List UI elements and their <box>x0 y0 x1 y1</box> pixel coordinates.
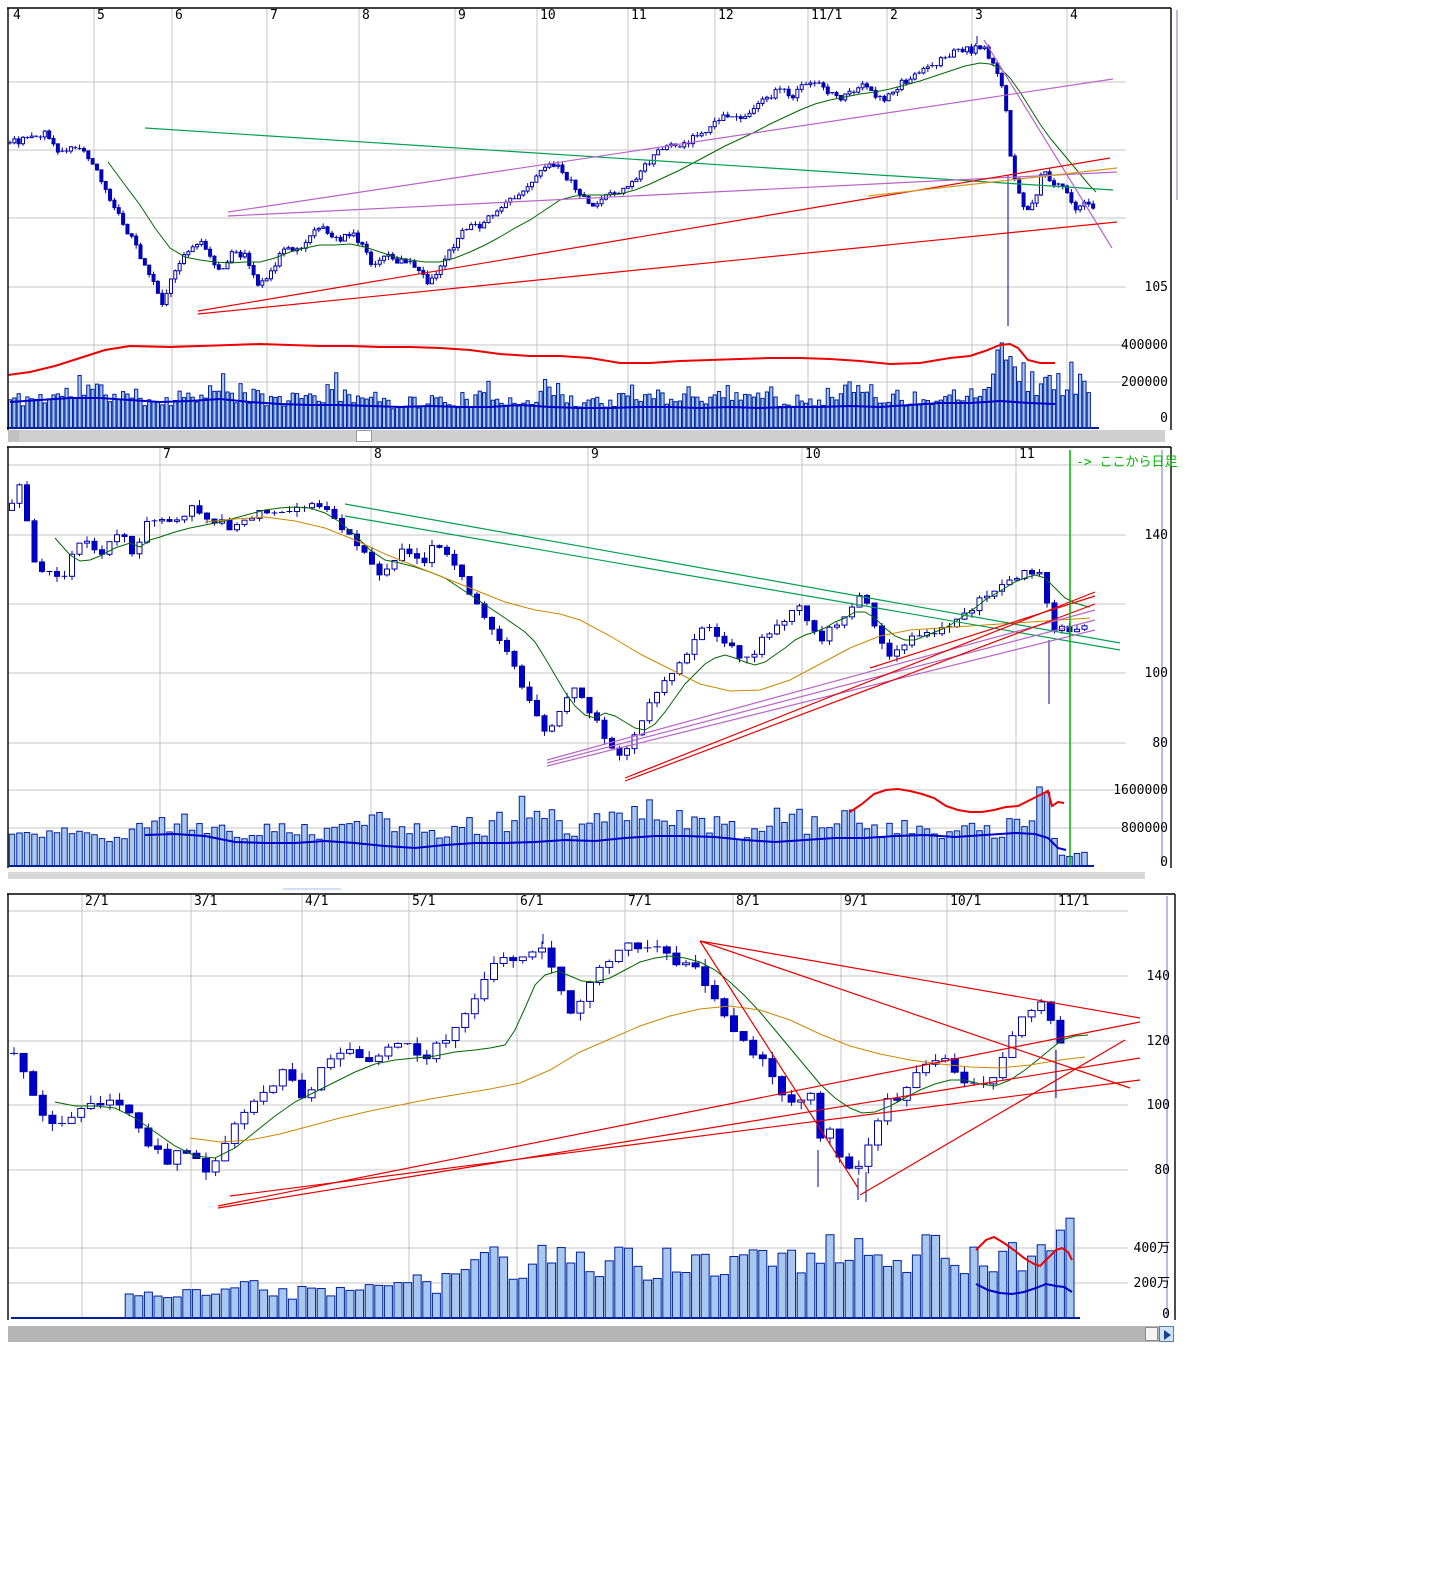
top-weekly-chart-x-tick-label: 12 <box>718 8 734 23</box>
middle-daily-chart-x-tick-label: 9 <box>591 447 599 462</box>
middle-daily-chart-group: 7 8 9 10 11 140 100 80 1600000 800000 0 <box>7 446 1172 870</box>
bottom-daily-chart-volume-ma-blue <box>975 1282 1073 1296</box>
bottom-daily-chart-y-tick-label: 100 <box>1147 1098 1170 1113</box>
top-weekly-chart-x-tick-label: 3 <box>975 8 983 23</box>
top-weekly-chart-group: 4 5 6 7 8 9 10 11 12 11/1 2 3 4 105 400000 200000 0 <box>7 7 1178 430</box>
top-weekly-chart-x-tick-label: 11 <box>631 8 647 23</box>
bottom-daily-chart-volume-bars <box>11 1217 1080 1319</box>
bottom-daily-chart-x-tick-label: 6/1 <box>520 894 543 909</box>
middle-daily-chart-x-tick-label: 8 <box>374 447 382 462</box>
bottom-daily-chart-y-tick-label: 120 <box>1147 1034 1170 1049</box>
middle-chart-scrollbar[interactable] <box>8 872 1145 879</box>
top-weekly-chart-borders <box>7 7 1178 430</box>
top-weekly-chart-x-tick-label: 11/1 <box>811 8 842 23</box>
bottom-daily-chart-x-tick-label: 9/1 <box>844 894 867 909</box>
bottom-daily-chart-x-tick-label: 7/1 <box>628 894 651 909</box>
middle-daily-chart-y-tick-label: 1600000 <box>1113 783 1168 798</box>
top-weekly-chart-volume-ma-red <box>7 342 1055 376</box>
top-weekly-chart-x-tick-label: 5 <box>97 8 105 23</box>
top-weekly-chart-trendlines <box>144 39 1118 315</box>
top-weekly-chart-y-tick-label: 105 <box>1145 280 1168 295</box>
bottom-daily-chart-x-tick-label: 10/1 <box>950 894 981 909</box>
top-weekly-chart-moving-averages <box>7 62 1097 410</box>
right-arrow-icon <box>1164 1330 1171 1340</box>
middle-daily-chart-y-tick-label: 800000 <box>1121 821 1168 836</box>
bottom-daily-chart-axis-labels: 2/1 3/1 4/1 5/1 6/1 7/1 8/1 9/1 10/1 11/1 140 120 10… <box>85 894 1170 1322</box>
middle-daily-chart-x-tick-label: 11 <box>1019 447 1035 462</box>
bottom-daily-chart-x-tick-label: 8/1 <box>736 894 759 909</box>
top-weekly-chart-axis-labels: 4 5 6 7 8 9 10 11 12 11/1 2 3 4 105 400000 200000 0 <box>13 8 1168 426</box>
middle-daily-chart-x-tick-label: 10 <box>805 447 821 462</box>
bottom-daily-chart-price-ma-green <box>54 955 1089 1159</box>
middle-daily-chart-y-tick-label: 140 <box>1145 528 1168 543</box>
scrollbar-artifact-line <box>283 888 341 890</box>
top-weekly-chart-y-tick-label: 400000 <box>1121 338 1168 353</box>
bottom-daily-chart-gridlines <box>8 894 1128 1318</box>
middle-daily-chart-y-tick-label: 0 <box>1160 855 1168 870</box>
bottom-daily-chart-x-tick-label: 11/1 <box>1058 894 1089 909</box>
top-weekly-chart-x-tick-label: 4 <box>1070 8 1078 23</box>
bottom-daily-chart-y-tick-label: 400万 <box>1134 1241 1170 1256</box>
bottom-daily-chart-x-tick-label: 2/1 <box>85 894 108 909</box>
bottom-scrollbar-right-arrow-button[interactable] <box>1159 1326 1174 1342</box>
top-chart-scrollbar[interactable] <box>8 430 1165 442</box>
top-weekly-chart-candles <box>8 36 1096 326</box>
middle-daily-chart-trendlines <box>344 503 1121 782</box>
top-weekly-chart-y-tick-label: 200000 <box>1121 375 1168 390</box>
top-weekly-chart-x-tick-label: 9 <box>458 8 466 23</box>
top-weekly-chart-gridlines <box>8 8 1126 428</box>
middle-daily-chart-y-tick-label: 80 <box>1152 736 1168 751</box>
top-weekly-chart-x-tick-label: 4 <box>13 8 21 23</box>
bottom-daily-chart-borders <box>7 893 1176 1320</box>
bottom-daily-chart-trendlines <box>217 940 1141 1209</box>
bottom-daily-chart-x-tick-label: 3/1 <box>194 894 217 909</box>
bottom-daily-chart-y-tick-label: 200万 <box>1134 1276 1170 1291</box>
middle-daily-chart-candles <box>9 481 1088 761</box>
top-weekly-chart-x-tick-label: 6 <box>175 8 183 23</box>
bottom-scrollbar-page-button[interactable] <box>1145 1327 1158 1341</box>
middle-daily-chart-x-tick-label: 7 <box>163 447 171 462</box>
middle-daily-chart-borders <box>7 446 1172 868</box>
top-weekly-chart-y-tick-label: 0 <box>1160 411 1168 426</box>
middle-daily-chart-price-ma-green <box>54 506 1091 731</box>
top-chart-scrollbar-left-cap[interactable] <box>8 430 19 442</box>
top-weekly-chart-x-tick-label: 8 <box>362 8 370 23</box>
middle-daily-chart-volume-bars <box>8 786 1094 867</box>
middle-daily-chart-moving-averages <box>54 506 1091 851</box>
bottom-daily-chart-group: 2/1 3/1 4/1 5/1 6/1 7/1 8/1 9/1 10/1 11/1 140 120 10… <box>7 893 1176 1322</box>
top-weekly-chart-price-ma-green <box>107 62 1097 264</box>
middle-daily-chart-volume-ma-red <box>849 787 1065 813</box>
top-weekly-chart-volume-ma-blue <box>9 397 1056 410</box>
top-chart-scrollbar-thumb[interactable] <box>356 430 372 442</box>
middle-daily-chart-y-tick-label: 100 <box>1145 666 1168 681</box>
bottom-daily-chart-moving-averages <box>54 955 1089 1296</box>
top-weekly-chart-x-tick-label: 2 <box>890 8 898 23</box>
middle-daily-chart-volume-ma-blue <box>144 831 1067 851</box>
daily-from-here-annotation: -> ここから日足 <box>1076 455 1178 470</box>
bottom-daily-chart-volume-ma-red <box>975 1235 1073 1268</box>
bottom-chart-scrollbar[interactable] <box>8 1326 1174 1342</box>
bottom-daily-chart-y-tick-label: 80 <box>1154 1163 1170 1178</box>
bottom-daily-chart-x-tick-label: 5/1 <box>412 894 435 909</box>
bottom-daily-chart-y-tick-label: 140 <box>1147 969 1170 984</box>
middle-daily-chart-price-ma-orange <box>204 516 1091 692</box>
bottom-daily-chart-y-tick-label: 0 <box>1162 1307 1170 1322</box>
bottom-daily-chart-candles <box>10 934 1065 1202</box>
bottom-daily-chart-x-tick-label: 4/1 <box>305 894 328 909</box>
middle-daily-chart-gridlines <box>8 447 1126 866</box>
bottom-daily-chart-price-ma-orange <box>189 1005 1086 1143</box>
middle-daily-chart-axis-labels: 7 8 9 10 11 140 100 80 1600000 800000 0 <box>163 447 1168 870</box>
top-weekly-chart-x-tick-label: 7 <box>270 8 278 23</box>
top-weekly-chart-volume-bars <box>7 342 1099 429</box>
top-weekly-chart-x-tick-label: 10 <box>540 8 556 23</box>
